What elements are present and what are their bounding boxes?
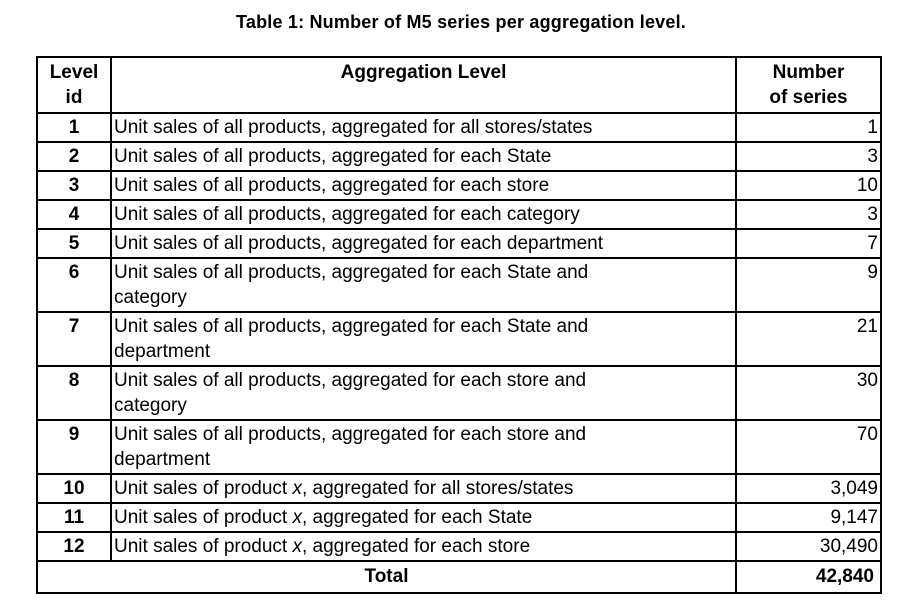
text-segment: Unit sales of all products, aggregated f… bbox=[114, 316, 589, 337]
level-id-cell: 1 bbox=[36, 112, 112, 143]
text-segment: Unit sales of all products, aggregated f… bbox=[114, 175, 550, 196]
table-row: 4 Unit sales of all products, aggregated … bbox=[36, 199, 882, 230]
italic-text: x bbox=[292, 536, 302, 557]
level-id-cell: 3 bbox=[36, 170, 112, 201]
text-segment: Unit sales of all products, aggregated f… bbox=[114, 262, 589, 283]
description-cell: Unit sales of all products, aggregated f… bbox=[110, 141, 737, 172]
level-id-cell: 4 bbox=[36, 199, 112, 230]
level-id-cell: 12 bbox=[36, 531, 112, 562]
table-row: 3 Unit sales of all products, aggregated … bbox=[36, 170, 882, 201]
header-number-of-series: Number of series bbox=[735, 56, 882, 114]
text-segment: , aggregated for all stores/states bbox=[301, 478, 574, 499]
italic-text: x bbox=[292, 478, 302, 499]
series-count-cell: 30,490 bbox=[735, 531, 882, 562]
table-row: 2 Unit sales of all products, aggregated … bbox=[36, 141, 882, 172]
header-level-id-line1: Level bbox=[49, 62, 99, 83]
table-row: 9 Unit sales of all products, aggregated … bbox=[36, 419, 882, 475]
level-id-cell: 9 bbox=[36, 419, 112, 475]
header-number-line2: of series bbox=[769, 87, 848, 108]
description-cell: Unit sales of product x, aggregated for … bbox=[110, 531, 737, 562]
description-cell: Unit sales of all products, aggregated f… bbox=[110, 199, 737, 230]
text-segment: Unit sales of all products, aggregated f… bbox=[114, 204, 580, 225]
series-count-cell: 30 bbox=[735, 365, 882, 421]
description-cell: Unit sales of all products, aggregated f… bbox=[110, 228, 737, 259]
italic-text: x bbox=[292, 507, 302, 528]
level-id-cell: 8 bbox=[36, 365, 112, 421]
text-segment: Unit sales of all products, aggregated f… bbox=[114, 370, 587, 391]
header-level-id: Level id bbox=[36, 56, 112, 114]
text-segment: department bbox=[114, 341, 211, 362]
description-cell: Unit sales of all products, aggregated f… bbox=[110, 170, 737, 201]
header-number-line1: Number bbox=[772, 62, 845, 83]
series-count-cell: 7 bbox=[735, 228, 882, 259]
series-count-cell: 3,049 bbox=[735, 473, 882, 504]
table-row: 8 Unit sales of all products, aggregated … bbox=[36, 365, 882, 421]
level-id-cell: 10 bbox=[36, 473, 112, 504]
text-segment: Unit sales of product bbox=[114, 478, 293, 499]
table-row: 5 Unit sales of all products, aggregated … bbox=[36, 228, 882, 259]
text-segment: Unit sales of product bbox=[114, 536, 293, 557]
text-segment: , aggregated for each State bbox=[301, 507, 533, 528]
description-cell: Unit sales of all products, aggregated f… bbox=[110, 112, 737, 143]
table-footer: Total 42,840 bbox=[36, 560, 882, 594]
table-row: 1 Unit sales of all products, aggregated … bbox=[36, 112, 882, 143]
text-segment: category bbox=[114, 395, 187, 416]
text-segment: Unit sales of all products, aggregated f… bbox=[114, 146, 552, 167]
description-cell: Unit sales of product x, aggregated for … bbox=[110, 473, 737, 504]
m5-series-table: Level id Aggregation Level Number of ser… bbox=[36, 56, 882, 594]
table-caption: Table 1: Number of M5 series per aggrega… bbox=[236, 12, 686, 32]
header-row: Level id Aggregation Level Number of ser… bbox=[36, 56, 882, 114]
description-cell: Unit sales of all products, aggregated f… bbox=[110, 257, 737, 313]
table-row: 6 Unit sales of all products, aggregated … bbox=[36, 257, 882, 313]
table-row: 11 Unit sales of product x, aggregated fo… bbox=[36, 502, 882, 533]
series-count-cell: 70 bbox=[735, 419, 882, 475]
text-segment: Unit sales of all products, aggregated f… bbox=[114, 117, 593, 138]
table-body: 1 Unit sales of all products, aggregated … bbox=[36, 112, 882, 562]
text-segment: Unit sales of all products, aggregated f… bbox=[114, 233, 604, 254]
header-aggregation-level: Aggregation Level bbox=[110, 56, 737, 114]
total-label: Total bbox=[36, 560, 737, 594]
table-header: Level id Aggregation Level Number of ser… bbox=[36, 56, 882, 114]
description-cell: Unit sales of all products, aggregated f… bbox=[110, 365, 737, 421]
series-count-cell: 1 bbox=[735, 112, 882, 143]
header-level-id-line2: id bbox=[65, 87, 83, 108]
series-count-cell: 9 bbox=[735, 257, 882, 313]
table-row: 7 Unit sales of all products, aggregated … bbox=[36, 311, 882, 367]
level-id-cell: 11 bbox=[36, 502, 112, 533]
text-segment: Unit sales of all products, aggregated f… bbox=[114, 424, 587, 445]
text-segment: department bbox=[114, 449, 211, 470]
series-count-cell: 10 bbox=[735, 170, 882, 201]
series-count-cell: 3 bbox=[735, 199, 882, 230]
total-value: 42,840 bbox=[735, 560, 882, 594]
description-cell: Unit sales of all products, aggregated f… bbox=[110, 419, 737, 475]
table-row: 10 Unit sales of product x, aggregated fo… bbox=[36, 473, 882, 504]
level-id-cell: 7 bbox=[36, 311, 112, 367]
text-segment: Unit sales of product bbox=[114, 507, 293, 528]
level-id-cell: 2 bbox=[36, 141, 112, 172]
series-count-cell: 9,147 bbox=[735, 502, 882, 533]
level-id-cell: 6 bbox=[36, 257, 112, 313]
description-cell: Unit sales of all products, aggregated f… bbox=[110, 311, 737, 367]
level-id-cell: 5 bbox=[36, 228, 112, 259]
table-row: 12 Unit sales of product x, aggregated fo… bbox=[36, 531, 882, 562]
series-count-cell: 21 bbox=[735, 311, 882, 367]
text-segment: , aggregated for each store bbox=[301, 536, 531, 557]
text-segment: category bbox=[114, 287, 187, 308]
description-cell: Unit sales of product x, aggregated for … bbox=[110, 502, 737, 533]
total-row: Total 42,840 bbox=[36, 560, 882, 594]
series-count-cell: 3 bbox=[735, 141, 882, 172]
